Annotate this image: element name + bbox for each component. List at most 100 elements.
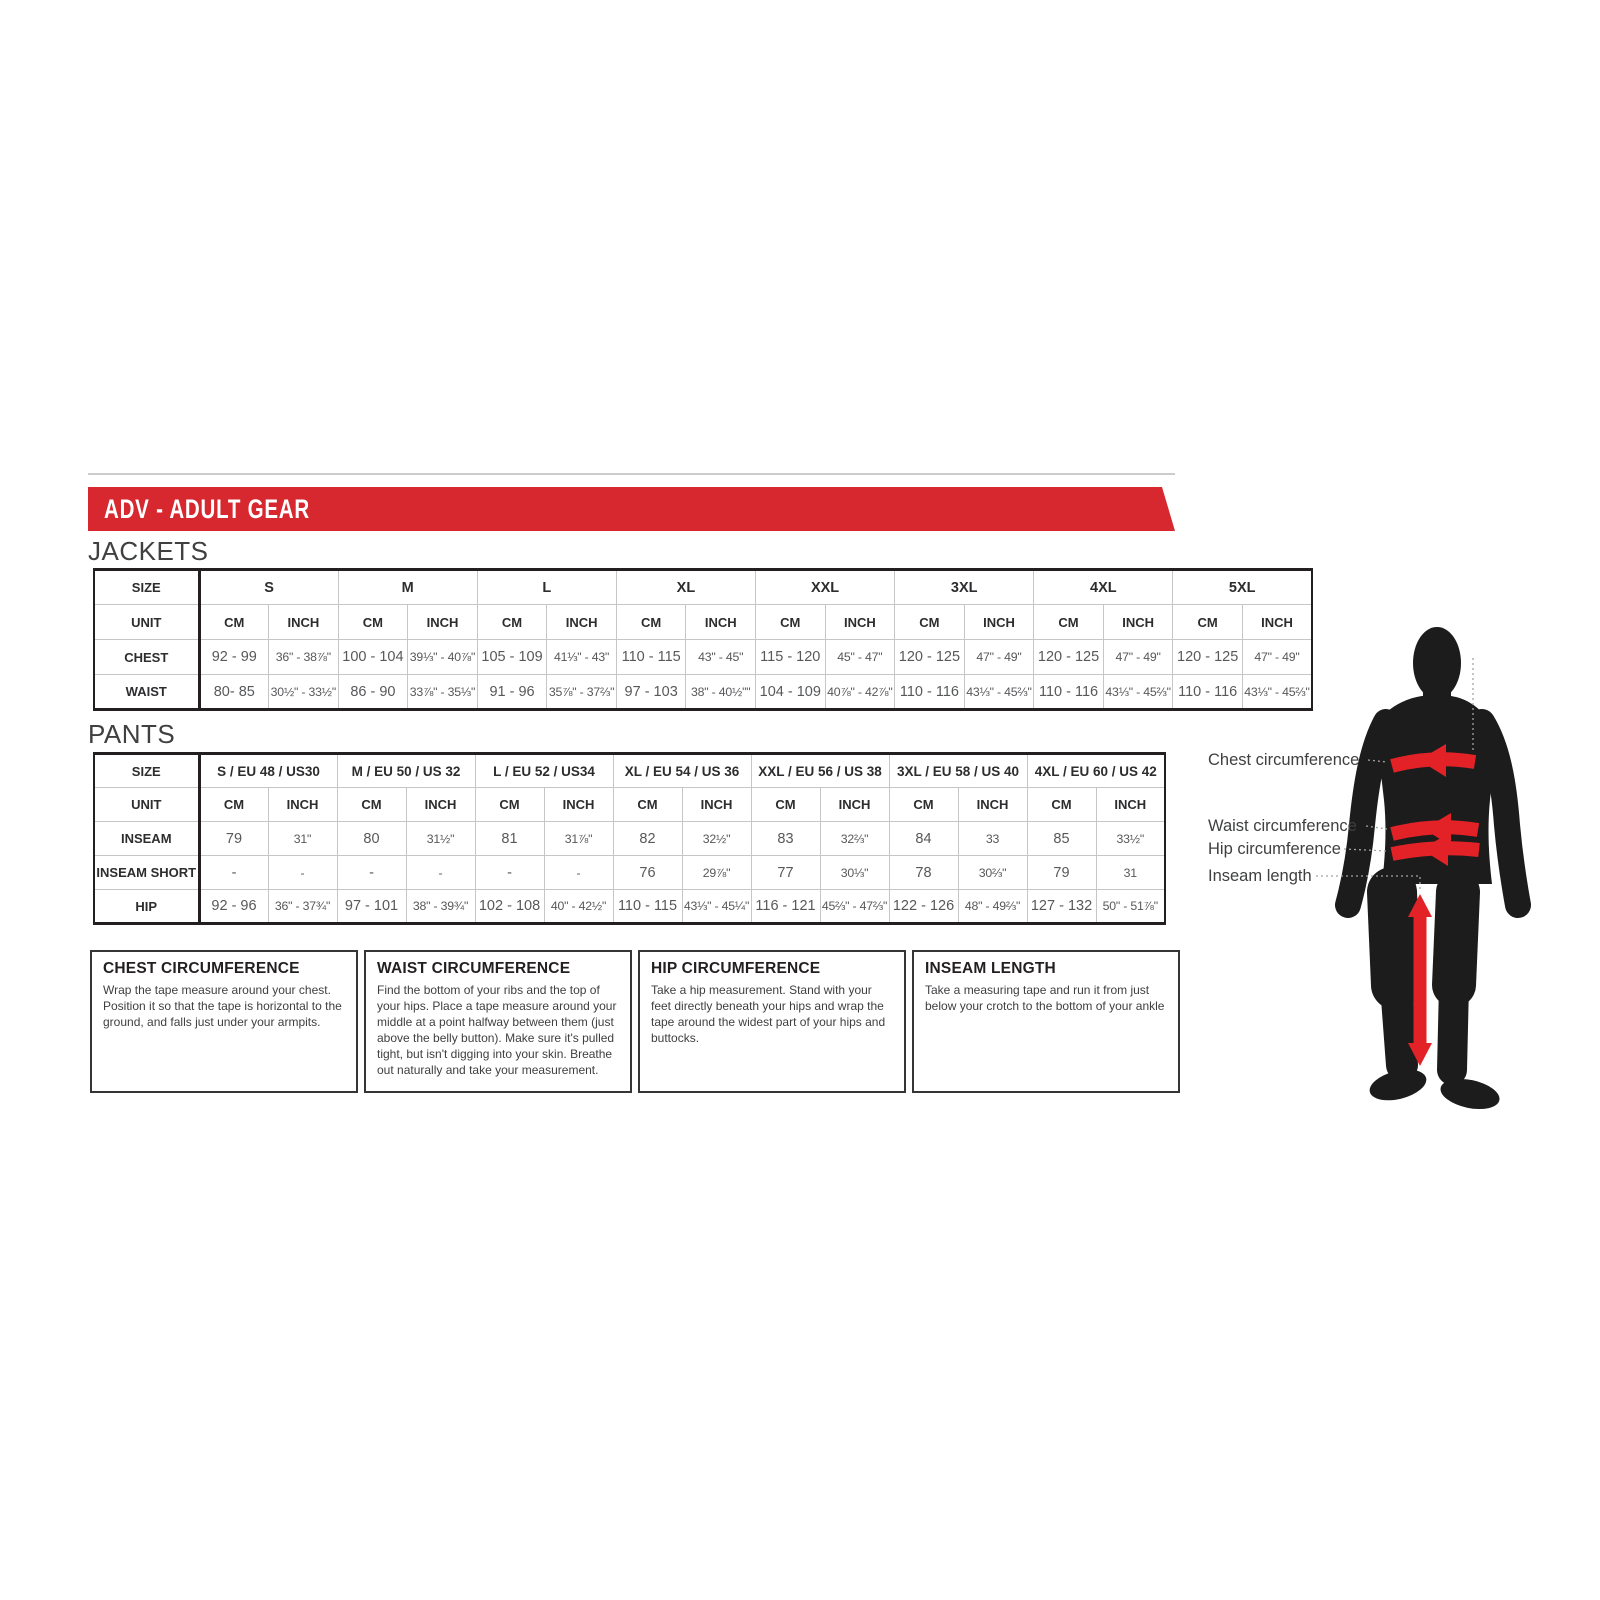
cm-value-cell: 116 - 121 xyxy=(750,889,821,924)
cm-value-cell: 82 xyxy=(612,821,683,856)
cm-header: CM xyxy=(894,604,965,640)
size-header: M / EU 50 / US 32 xyxy=(336,753,476,788)
size-header: XL / EU 54 / US 36 xyxy=(612,753,752,788)
waist-circumference-box: WAIST CIRCUMFERENCE Find the bottom of y… xyxy=(364,950,632,1093)
jackets-size-table: SIZE S M L XL XXL 3XL 4XL 5XL UNIT CM INCH CM INCH CM I… xyxy=(93,568,1313,711)
inch-value-cell: 50" - 51⅞" xyxy=(1095,889,1166,924)
inch-value-cell: - xyxy=(543,855,614,890)
cm-value-cell: 100 - 104 xyxy=(337,639,409,675)
cm-header: CM xyxy=(1026,787,1097,822)
cm-value-cell: 92 - 96 xyxy=(198,889,269,924)
size-header: XL xyxy=(615,569,757,605)
inch-value-cell: 47" - 49" xyxy=(1102,639,1174,675)
cm-value-cell: 81 xyxy=(474,821,545,856)
section-banner: ADV - ADULT GEAR xyxy=(88,487,1175,531)
inch-value-cell: 48" - 49⅔" xyxy=(957,889,1028,924)
size-header: L xyxy=(476,569,617,605)
size-header: 4XL / EU 60 / US 42 xyxy=(1026,753,1166,788)
inch-value-cell: 39⅓" - 40⅞" xyxy=(407,639,478,675)
table-row: WAIST 80- 85 30½" - 33½" 86 - 90 33⅞" - 35⅓"… xyxy=(93,674,1313,710)
cm-value-cell: 110 - 115 xyxy=(615,639,687,675)
banner-title: ADV - ADULT GEAR xyxy=(104,493,310,524)
inch-value-cell: 43⅓" - 45⅔" xyxy=(1102,674,1174,710)
inch-header: INCH xyxy=(957,787,1028,822)
cm-header: CM xyxy=(476,604,548,640)
cm-value-cell: 79 xyxy=(1026,855,1097,890)
pants-section-title: PANTS xyxy=(88,719,176,749)
cm-header: CM xyxy=(336,787,407,822)
inch-value-cell: 32½" xyxy=(681,821,752,856)
inch-value-cell: 33½" xyxy=(1095,821,1166,856)
size-header: M xyxy=(337,569,478,605)
inch-header: INCH xyxy=(824,604,896,640)
inseam-box-text: Take a measuring tape and run it from ju… xyxy=(925,983,1165,1013)
table-row-units: UNIT CM INCH CM INCH CM INCH CM INCH CM INCH CM INCH… xyxy=(93,604,1313,640)
row-label: WAIST xyxy=(93,674,201,710)
chest-measure-arrow-icon xyxy=(1390,744,1477,777)
chest-box-text: Wrap the tape measure around your chest.… xyxy=(103,983,342,1029)
chest-circumference-label: Chest circumference xyxy=(1208,751,1359,769)
hip-measure-arrow-icon xyxy=(1390,834,1480,866)
cm-value-cell: 78 xyxy=(888,855,959,890)
inch-value-cell: 43⅓" - 45⅔" xyxy=(963,674,1035,710)
row-label: INSEAM xyxy=(93,821,201,856)
size-header: 3XL xyxy=(894,569,1035,605)
inch-value-cell: 38" - 39¾" xyxy=(405,889,476,924)
inch-value-cell: 33⅞" - 35⅓" xyxy=(407,674,478,710)
size-header: 4XL xyxy=(1033,569,1174,605)
cm-value-cell: 120 - 125 xyxy=(1033,639,1104,675)
size-header: 3XL / EU 58 / US 40 xyxy=(888,753,1028,788)
measurement-diagram: Chest circumference Waist circumference … xyxy=(1208,627,1531,1110)
cm-value-cell: 127 - 132 xyxy=(1026,889,1097,924)
cm-value-cell: 97 - 101 xyxy=(336,889,407,924)
hip-circumference-box: HIP CIRCUMFERENCE Take a hip measurement… xyxy=(638,950,906,1093)
cm-header: CM xyxy=(337,604,409,640)
inch-value-cell: 47" - 49" xyxy=(963,639,1035,675)
inch-header: INCH xyxy=(685,604,756,640)
cm-header: CM xyxy=(198,604,270,640)
inch-header: INCH xyxy=(407,604,478,640)
table-row-sizes: SIZE S M L XL XXL 3XL 4XL 5XL xyxy=(93,569,1313,605)
inch-value-cell: 43⅓" - 45¼" xyxy=(681,889,752,924)
inch-header: INCH xyxy=(267,787,338,822)
inch-header: INCH xyxy=(543,787,614,822)
inch-header: INCH xyxy=(268,604,339,640)
inch-value-cell: 29⅞" xyxy=(681,855,752,890)
cm-header: CM xyxy=(474,787,545,822)
size-header: 5XL xyxy=(1172,569,1313,605)
table-row-sizes: SIZE S / EU 48 / US30 M / EU 50 / US 32 L /… xyxy=(93,753,1166,788)
cm-value-cell: - xyxy=(336,855,407,890)
inseam-box-title: INSEAM LENGTH xyxy=(925,960,1056,977)
inseam-length-label: Inseam length xyxy=(1208,867,1312,885)
inch-header: INCH xyxy=(1095,787,1166,822)
cm-value-cell: 104 - 109 xyxy=(755,674,826,710)
cm-value-cell: 110 - 115 xyxy=(612,889,683,924)
cm-value-cell: 80 xyxy=(336,821,407,856)
cm-value-cell: 79 xyxy=(198,821,269,856)
cm-header: CM xyxy=(755,604,826,640)
table-row: INSEAM SHORT - - - - - -76 29⅞" 77 30⅓" 78 30⅔" 79 31 xyxy=(93,855,1166,890)
inch-value-cell: 30⅔" xyxy=(957,855,1028,890)
inch-value-cell: 31½" xyxy=(405,821,476,856)
waist-circumference-label: Waist circumference xyxy=(1208,817,1357,835)
cm-value-cell: - xyxy=(474,855,545,890)
size-header: XXL / EU 56 / US 38 xyxy=(750,753,890,788)
hip-box-text: Take a hip measurement. Stand with your … xyxy=(651,983,886,1045)
unit-corner-label: UNIT xyxy=(93,604,201,640)
inch-value-cell: 36" - 38⅞" xyxy=(268,639,339,675)
cm-value-cell: 120 - 125 xyxy=(894,639,965,675)
cm-header: CM xyxy=(1033,604,1104,640)
cm-value-cell: 92 - 99 xyxy=(198,639,270,675)
cm-value-cell: 102 - 108 xyxy=(474,889,545,924)
chest-circumference-box: CHEST CIRCUMFERENCE Wrap the tape measur… xyxy=(90,950,358,1093)
inseam-measure-arrow-icon xyxy=(1408,894,1432,1066)
cm-value-cell: 77 xyxy=(750,855,821,890)
cm-value-cell: 86 - 90 xyxy=(337,674,409,710)
inch-value-cell: 45⅔" - 47⅔" xyxy=(819,889,890,924)
inch-value-cell: 43⅓" - 45⅔" xyxy=(1241,674,1313,710)
inch-value-cell: 32⅔" xyxy=(819,821,890,856)
inch-value-cell: 47" - 49" xyxy=(1241,639,1313,675)
pants-size-table: SIZE S / EU 48 / US30 M / EU 50 / US 32 L /… xyxy=(93,752,1166,925)
row-label: INSEAM SHORT xyxy=(93,855,201,890)
cm-value-cell: 105 - 109 xyxy=(476,639,548,675)
